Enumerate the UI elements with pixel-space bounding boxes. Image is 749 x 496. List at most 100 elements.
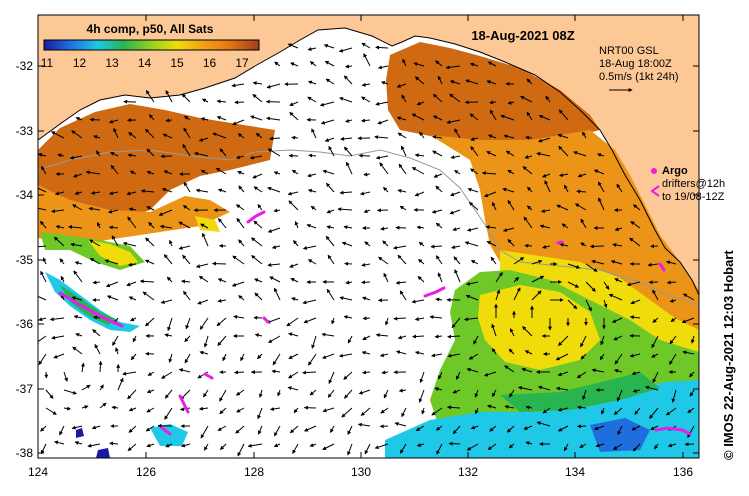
x-tick-label: 136 <box>673 465 693 479</box>
y-tick-label: -36 <box>16 317 34 331</box>
current-arrow <box>325 235 335 247</box>
argo-line1: drifters@12h <box>662 178 725 190</box>
current-arrow <box>576 405 587 410</box>
current-arrow <box>344 64 353 69</box>
current-arrow <box>513 276 520 283</box>
current-arrow <box>178 221 191 229</box>
current-arrow <box>431 353 443 358</box>
current-arrow <box>537 385 551 391</box>
current-arrow <box>40 425 47 432</box>
current-arrow <box>454 169 461 175</box>
current-arrow <box>449 191 461 197</box>
current-arrow <box>402 58 407 67</box>
current-arrow <box>651 335 659 349</box>
current-arrow <box>558 145 569 157</box>
current-arrow <box>217 278 227 283</box>
current-arrow <box>485 225 497 230</box>
current-arrow <box>682 293 695 301</box>
current-arrow <box>438 371 443 380</box>
current-arrow <box>328 145 335 157</box>
current-arrow <box>526 205 533 211</box>
current-arrow <box>509 389 515 398</box>
current-arrow <box>289 111 299 121</box>
current-arrow <box>614 227 623 231</box>
current-arrow <box>38 335 47 344</box>
current-arrow <box>238 239 245 247</box>
current-arrow <box>506 425 515 433</box>
current-arrow <box>71 130 83 139</box>
current-arrow <box>507 239 515 247</box>
current-arrow <box>327 389 335 398</box>
current-arrow <box>287 43 299 49</box>
current-arrow <box>235 155 245 160</box>
current-arrow <box>164 333 173 338</box>
current-arrow <box>146 206 155 211</box>
current-arrow <box>235 204 245 211</box>
current-arrow <box>326 225 335 230</box>
current-arrow <box>74 191 83 195</box>
current-arrow <box>341 407 353 418</box>
colorbar-tick-label: 13 <box>105 56 119 70</box>
colorbar-tick-label: 12 <box>73 56 87 70</box>
current-arrow <box>184 335 191 343</box>
current-arrow <box>158 209 173 216</box>
current-arrow <box>434 334 443 339</box>
current-arrow <box>311 128 317 139</box>
current-arrow <box>495 289 501 301</box>
current-arrow <box>495 271 503 283</box>
current-arrow <box>38 245 47 248</box>
current-arrow <box>38 187 47 193</box>
current-arrow <box>257 425 263 435</box>
current-arrow <box>60 275 65 283</box>
current-arrow <box>652 289 659 301</box>
current-arrow <box>201 232 209 247</box>
current-arrow <box>525 441 533 446</box>
current-arrow <box>255 132 263 139</box>
current-arrow <box>54 191 65 196</box>
current-arrow <box>436 443 443 455</box>
current-arrow <box>198 406 209 411</box>
current-arrow <box>51 335 65 340</box>
current-arrow <box>374 443 389 450</box>
current-arrow <box>326 209 335 214</box>
current-arrow <box>347 425 353 435</box>
current-arrow <box>324 137 335 142</box>
current-arrow <box>364 443 371 455</box>
current-arrow <box>500 114 515 121</box>
current-arrow <box>184 353 191 364</box>
current-arrow <box>57 153 65 158</box>
current-arrow <box>42 257 47 265</box>
current-arrow <box>108 225 119 230</box>
current-arrow <box>689 389 695 397</box>
current-arrow <box>411 113 425 121</box>
current-arrow <box>68 225 83 230</box>
current-arrow <box>73 315 83 319</box>
current-arrow <box>446 119 461 124</box>
current-arrow <box>446 405 461 410</box>
current-arrow <box>178 245 191 250</box>
argo-track-icon <box>650 185 660 197</box>
current-arrow <box>309 61 317 67</box>
current-arrow <box>614 353 623 365</box>
current-arrow <box>378 256 389 265</box>
current-arrow <box>337 207 353 212</box>
current-arrow <box>287 386 299 391</box>
current-arrow <box>38 353 47 366</box>
current-arrow <box>216 317 227 327</box>
current-arrow <box>449 209 461 215</box>
current-arrow <box>70 242 83 247</box>
current-arrow <box>146 443 155 448</box>
current-arrow <box>600 407 605 415</box>
current-arrow <box>653 443 659 450</box>
current-arrow <box>132 335 137 343</box>
map-title: 18-Aug-2021 08Z <box>471 28 574 43</box>
current-arrow <box>309 443 317 447</box>
current-arrow <box>71 296 83 301</box>
current-arrow <box>362 316 371 321</box>
current-arrow <box>556 204 569 211</box>
current-arrow <box>523 216 533 229</box>
current-arrow <box>418 389 425 403</box>
current-arrow <box>667 443 677 448</box>
current-arrow <box>585 299 592 312</box>
current-arrow <box>374 135 389 140</box>
